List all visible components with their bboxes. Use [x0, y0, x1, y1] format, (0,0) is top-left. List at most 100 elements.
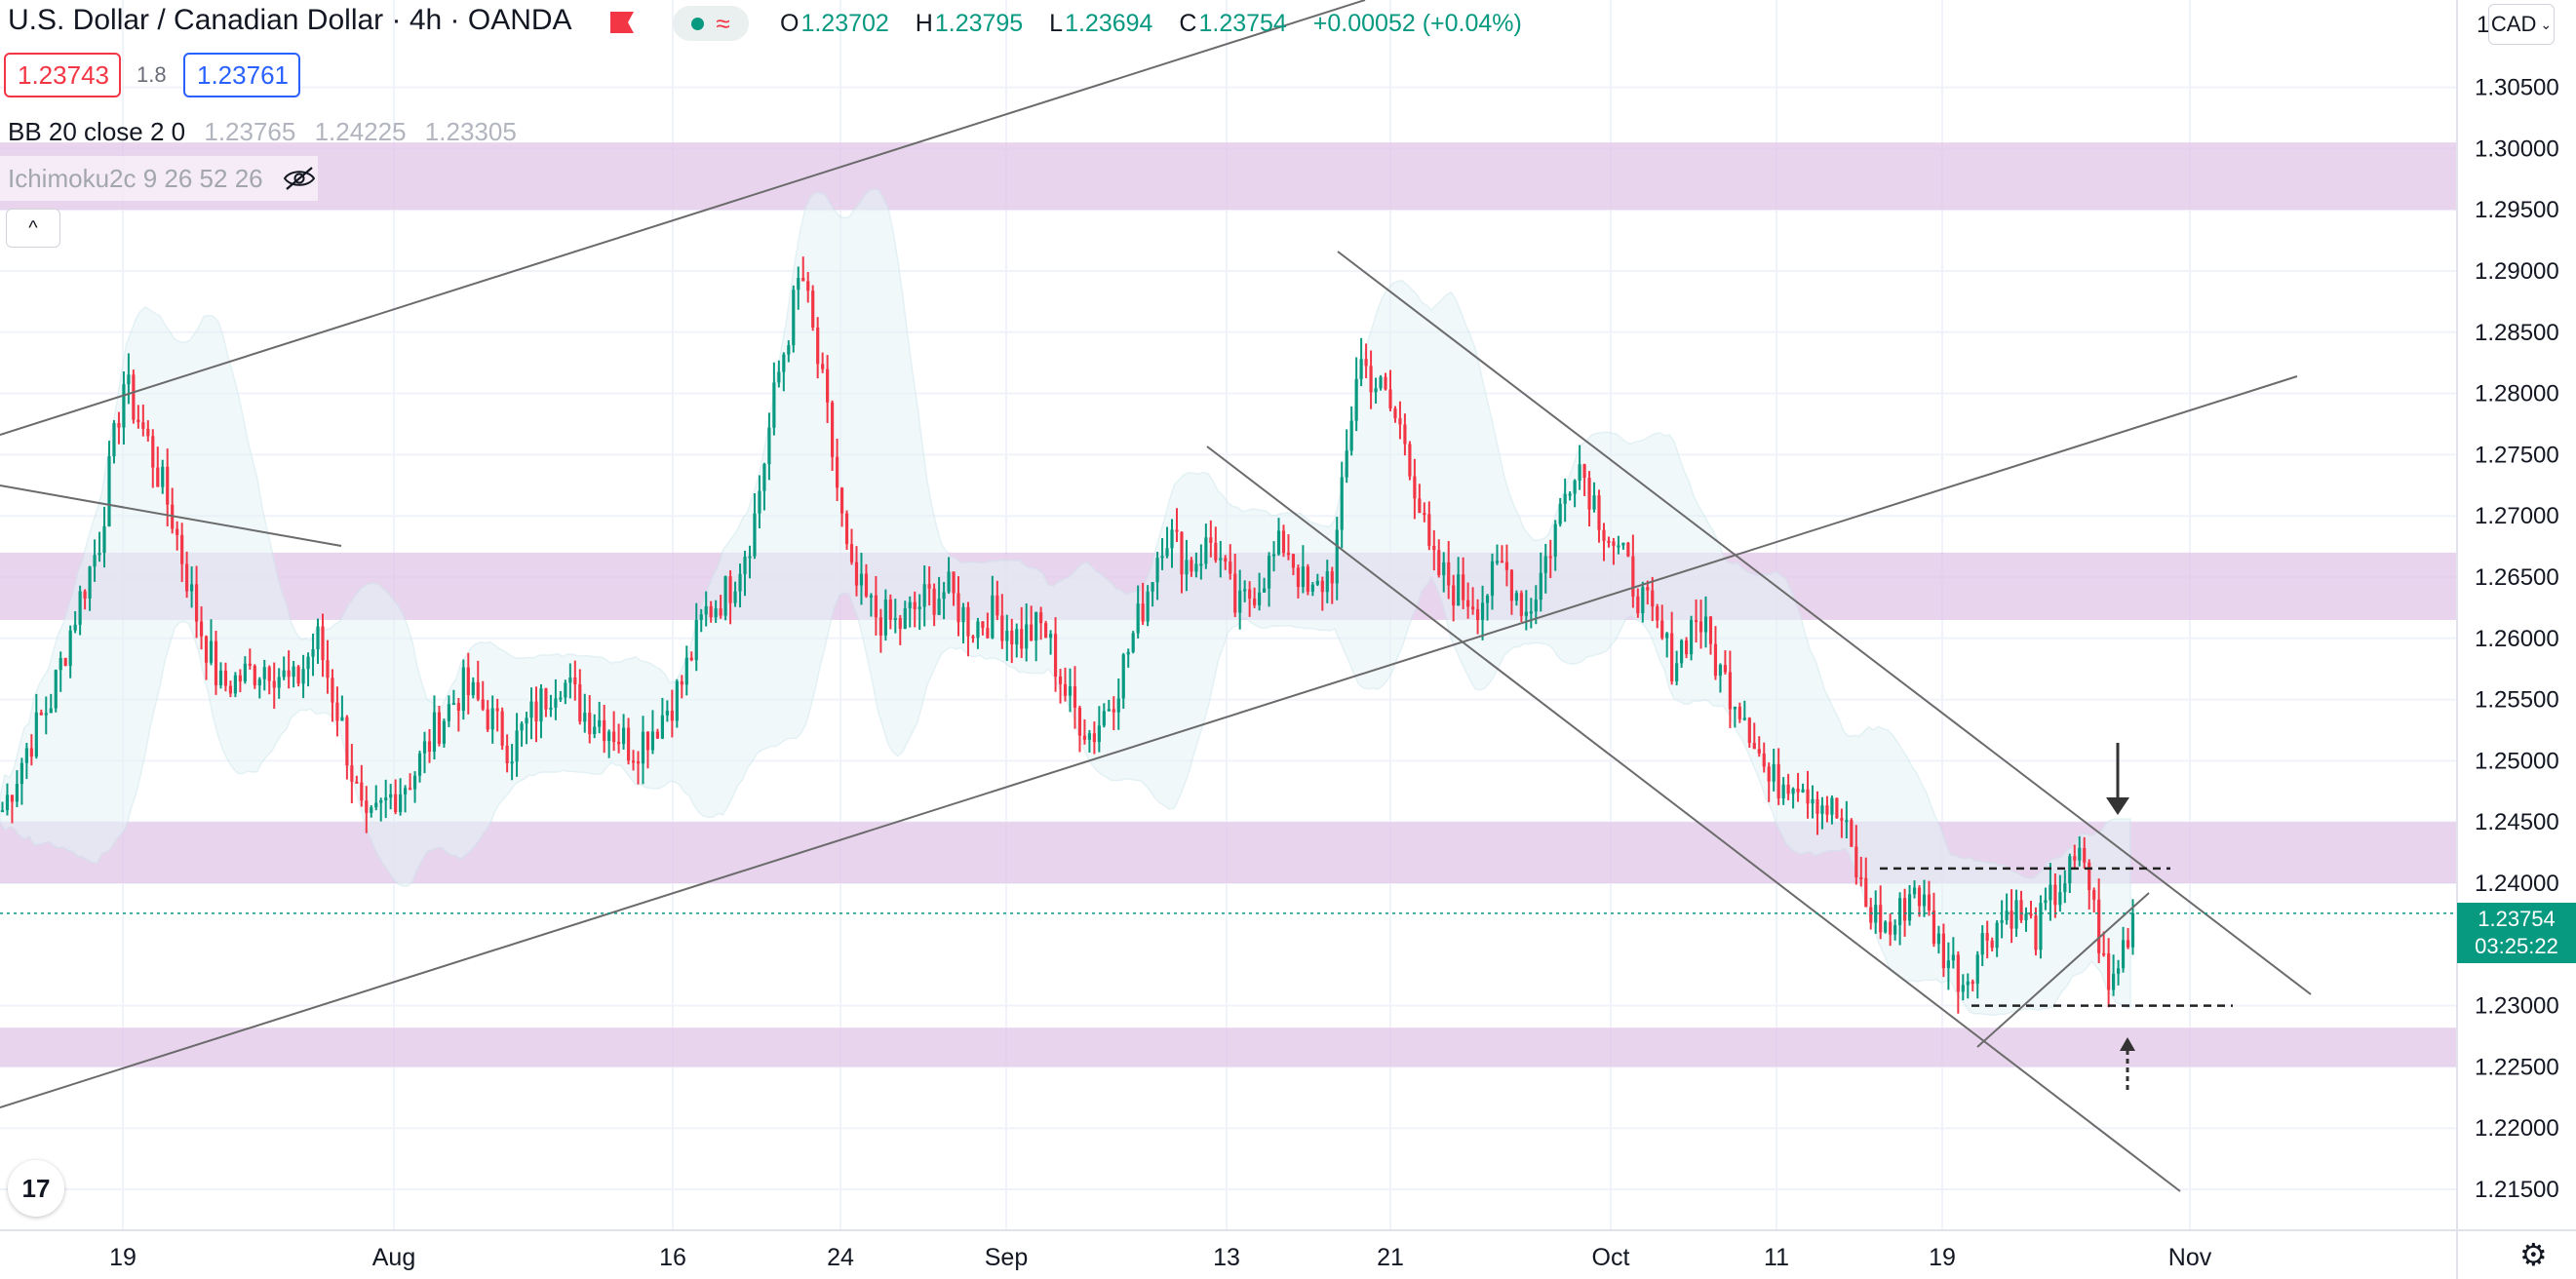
candle-body [1048, 634, 1053, 639]
candle-body [1631, 556, 1635, 597]
candle [2112, 954, 2116, 996]
candle-body [1199, 563, 1203, 566]
candle [2010, 889, 2013, 944]
candle-body [593, 726, 597, 735]
candle-body [932, 588, 936, 615]
candle-body [1447, 562, 1451, 586]
candle [544, 687, 548, 717]
candle [568, 663, 572, 699]
ichimoku-legend[interactable]: Ichimoku2c 9 26 52 26 [0, 156, 318, 201]
candle-body [1170, 529, 1174, 549]
candle-body [1393, 407, 1397, 419]
candle-body [1980, 933, 1984, 955]
candle [753, 493, 757, 560]
candle-body [365, 800, 369, 813]
candle [39, 709, 43, 716]
buy-button[interactable]: 1.23761 [183, 53, 300, 97]
candle-body [1806, 789, 1810, 804]
candle-body [2005, 911, 2009, 920]
candle [694, 602, 698, 672]
candle-body [282, 670, 286, 678]
market-status-pill[interactable]: ≈ [673, 6, 749, 41]
candle-body [2107, 953, 2111, 990]
candle-body [345, 717, 349, 766]
candle [1490, 553, 1495, 610]
price-tick-label: 1.25000 [2475, 748, 2559, 774]
gear-icon[interactable]: ⚙ [2519, 1237, 2548, 1272]
candle [1936, 925, 1941, 954]
candle-body [1112, 709, 1115, 713]
tradingview-logo-icon[interactable]: 17 [8, 1160, 64, 1217]
candle [1578, 445, 1581, 490]
time-tick-label: 24 [827, 1244, 854, 1271]
candle [1063, 667, 1068, 702]
candle [1670, 611, 1674, 685]
trendlines [0, 0, 2457, 1192]
candle-body [525, 717, 528, 724]
candle-body [1524, 611, 1528, 616]
currency-dropdown[interactable]: CAD ⌄ [2488, 4, 2555, 45]
symbol-title[interactable]: U.S. Dollar / Canadian Dollar · 4h · OAN… [8, 4, 572, 36]
candle [520, 721, 524, 747]
candle-body [588, 713, 592, 735]
bollinger-band [0, 188, 2131, 1016]
candle-body [1359, 359, 1363, 379]
candle-body [981, 621, 985, 629]
candle-body [1146, 591, 1150, 622]
candle-body [1374, 388, 1378, 393]
collapse-legend-button[interactable]: ^ [6, 209, 60, 248]
candle-body [1835, 797, 1839, 819]
candle-body [874, 595, 878, 618]
candle-body [942, 592, 946, 600]
candle [1548, 539, 1552, 579]
candle-body [665, 711, 669, 716]
candle [1840, 808, 1844, 838]
candle-body [753, 513, 757, 557]
candle-body [816, 327, 820, 365]
arrow-up-head [2120, 1037, 2135, 1051]
candle-body [1869, 907, 1873, 923]
candle [1044, 620, 1048, 639]
candle-body [1558, 503, 1562, 524]
candle-body [1053, 634, 1058, 677]
candle-body [515, 730, 519, 762]
eye-off-icon[interactable] [283, 166, 316, 191]
candle [1281, 524, 1286, 558]
candle [1320, 576, 1324, 611]
candle [335, 686, 339, 737]
candle-body [1985, 933, 1989, 941]
candle [961, 602, 965, 644]
bollinger-legend[interactable]: BB 20 close 2 0 1.23765 1.24225 1.23305 [8, 117, 517, 146]
sell-button[interactable]: 1.23743 [4, 53, 121, 97]
flag-icon[interactable] [610, 12, 634, 33]
candle [758, 475, 761, 528]
candle [495, 698, 499, 732]
market-open-dot-icon [691, 17, 705, 30]
candle-body [1514, 593, 1518, 601]
candle [1030, 605, 1034, 641]
candle-body [218, 670, 223, 685]
candle-body [947, 571, 951, 593]
candle-body [1310, 584, 1314, 593]
candle [15, 770, 20, 807]
candle [1558, 497, 1562, 527]
candle-body [112, 422, 116, 457]
candle-body [1427, 514, 1431, 546]
candle [1607, 536, 1611, 548]
candle [1781, 777, 1785, 805]
candle [422, 731, 427, 774]
candle [1180, 531, 1184, 594]
candle [1020, 606, 1024, 658]
candle-body [748, 556, 752, 559]
candle-body [1034, 612, 1038, 641]
candle [399, 778, 403, 816]
candle [564, 679, 567, 705]
candle-body [922, 584, 926, 607]
candle-body [1291, 554, 1296, 568]
candle [1820, 796, 1824, 830]
candle-body [1315, 580, 1319, 585]
candle [185, 551, 189, 599]
bar-countdown: 03:25:22 [2475, 934, 2558, 958]
candle [529, 687, 533, 740]
